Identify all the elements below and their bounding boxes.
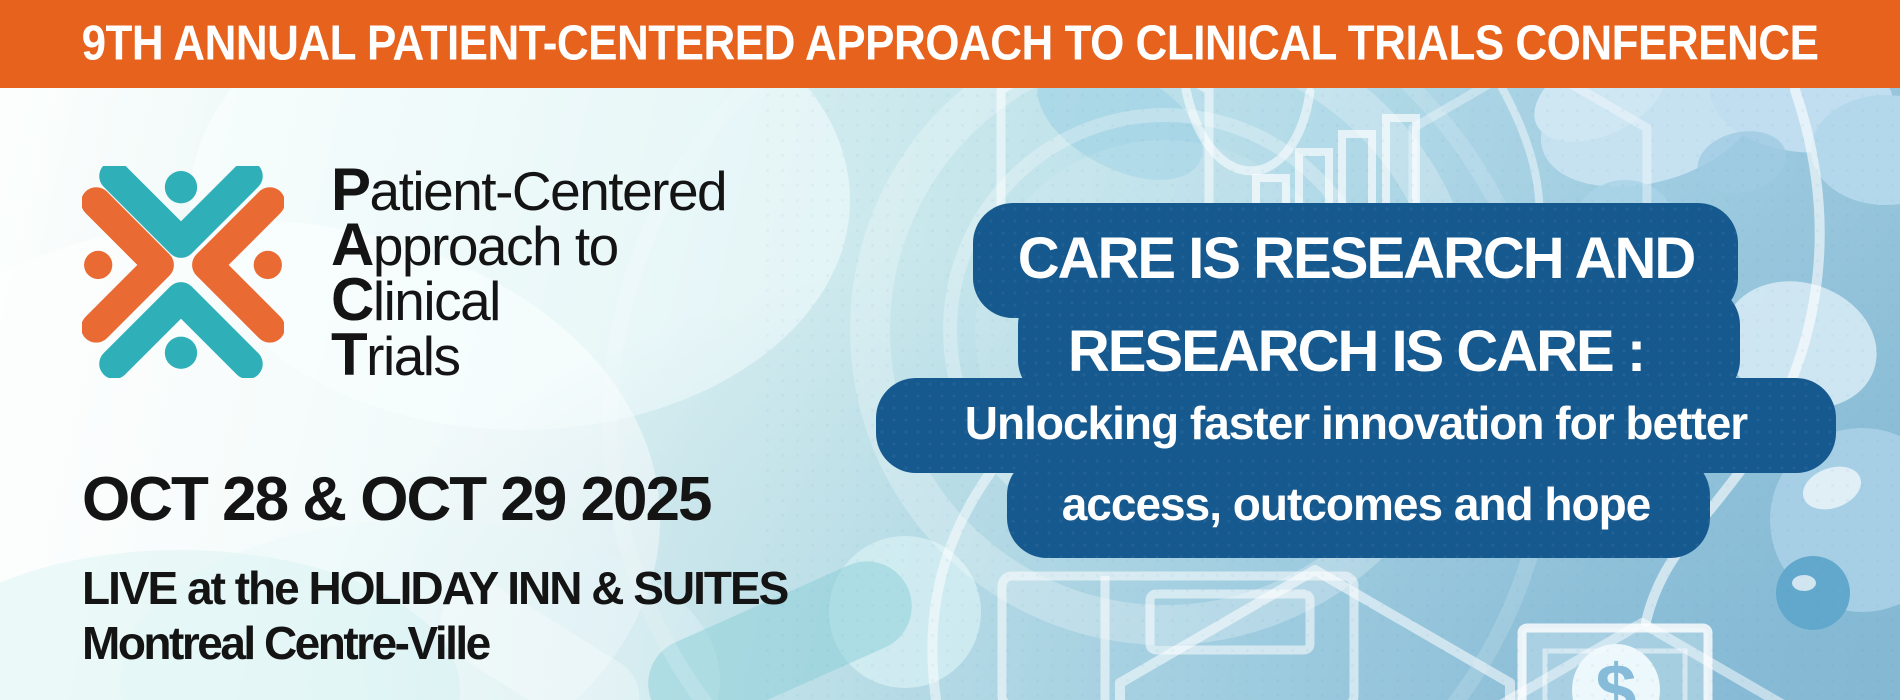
conference-title: 9TH ANNUAL PATIENT-CENTERED APPROACH TO … xyxy=(81,16,1819,71)
tagline-subtitle-line-1: Unlocking faster innovation for better xyxy=(964,397,1748,449)
dollar-sign-glyph: $ xyxy=(1595,649,1636,700)
logo-line-1: Patient-Centered xyxy=(331,160,728,220)
logo-top-head xyxy=(164,171,198,204)
event-city: Montreal Centre-Ville xyxy=(82,617,491,669)
logo-initial-t: T xyxy=(331,321,368,388)
logo-left-head xyxy=(84,250,113,280)
logo-rest-2: pproach to xyxy=(372,215,619,277)
logo-line-3: Clinical xyxy=(331,270,726,330)
book-icon xyxy=(997,571,1359,700)
logo-rest-1: atient-Centered xyxy=(369,160,728,222)
logo-initial-a: A xyxy=(331,211,374,278)
dollar-bill-icon: $ xyxy=(1517,623,1713,700)
top-banner-bar: 9TH ANNUAL PATIENT-CENTERED APPROACH TO … xyxy=(0,0,1900,88)
logo-top-person xyxy=(99,166,263,258)
pact-logo-icon xyxy=(82,166,284,378)
logo-rest-3: linical xyxy=(372,270,502,332)
logo-line-2: Approach to xyxy=(331,215,726,275)
event-dates: OCT 28 & OCT 29 2025 xyxy=(82,465,712,534)
logo-line-4: Trials xyxy=(331,325,726,385)
logo-right-head xyxy=(253,250,282,280)
logo-initial-c: C xyxy=(331,266,374,333)
event-venue: LIVE at the HOLIDAY INN & SUITES xyxy=(82,562,789,614)
logo-rest-4: rials xyxy=(366,325,461,387)
logo-initial-p: P xyxy=(331,156,371,223)
tagline-heading-line-2: RESEARCH IS CARE : xyxy=(1067,319,1646,384)
tagline-heading-line-1: CARE IS RESEARCH AND xyxy=(1017,226,1696,291)
tagline-panel: CARE IS RESEARCH AND RESEARCH IS CARE : … xyxy=(876,203,1836,563)
tagline-subtitle-line-2: access, outcomes and hope xyxy=(1061,478,1652,530)
logo-bottom-head xyxy=(164,336,198,369)
pact-logo-wordmark: Patient-Centered Approach to Clinical Tr… xyxy=(331,160,728,385)
hexagon-outline-3 xyxy=(1115,565,1515,700)
logo-bottom-person xyxy=(99,282,263,378)
logo-right-person xyxy=(192,187,284,343)
tagline-panel-segment-4 xyxy=(1007,455,1710,558)
logo-left-person xyxy=(82,187,174,343)
